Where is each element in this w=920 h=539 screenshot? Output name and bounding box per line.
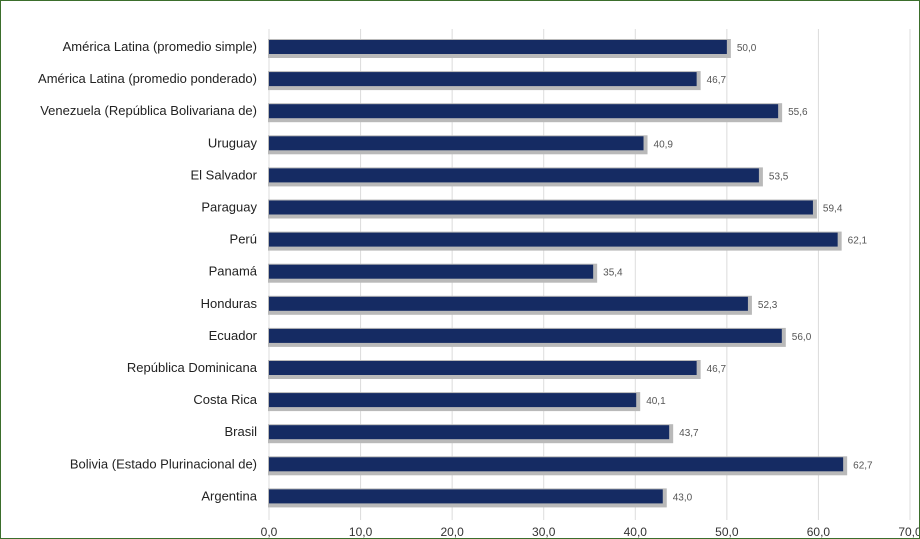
category-label: Panamá: [209, 264, 258, 279]
x-tick-label: 10,0: [349, 525, 373, 538]
category-label: Costa Rica: [193, 392, 257, 407]
bars: [268, 39, 848, 508]
x-tick-label: 20,0: [440, 525, 464, 538]
data-label: 50,0: [737, 43, 757, 54]
bar: [269, 40, 727, 54]
category-label: Uruguay: [208, 135, 258, 150]
data-label: 46,7: [707, 75, 727, 86]
data-label: 43,0: [673, 492, 693, 503]
bar: [269, 393, 637, 408]
category-label: Argentina: [201, 488, 257, 503]
bar: [269, 457, 844, 472]
data-label: 43,7: [679, 428, 699, 439]
x-tick-label: 60,0: [807, 525, 831, 538]
category-label: República Dominicana: [127, 360, 258, 375]
bar: [269, 361, 697, 375]
data-labels: 50,0 46,7 55,6 40,9 53,5 59,4 62,1 35,4 52,3 56,0…: [603, 43, 873, 503]
category-label: Paraguay: [201, 200, 257, 215]
bar: [269, 72, 697, 87]
data-label: 55,6: [788, 107, 808, 118]
category-label: Venezuela (República Bolivariana de): [40, 103, 257, 118]
data-label: 62,7: [853, 460, 873, 471]
category-label: América Latina (promedio ponderado): [38, 71, 257, 86]
x-tick-label: 50,0: [715, 525, 739, 538]
bar: [269, 264, 594, 279]
data-label: 59,4: [823, 204, 843, 215]
data-label: 53,5: [769, 171, 789, 182]
x-tick-label: 40,0: [624, 525, 648, 538]
bar: [269, 104, 779, 119]
bar: [269, 425, 670, 440]
x-axis-ticks: 0,0 10,0 20,0 30,0 40,0 50,0 60,0 70,0: [261, 525, 919, 538]
category-label: El Salvador: [191, 167, 258, 182]
data-label: 46,7: [707, 364, 727, 375]
data-label: 56,0: [792, 332, 812, 343]
bar: [269, 489, 663, 504]
category-label: Brasil: [224, 424, 257, 439]
category-label: Perú: [230, 232, 257, 247]
category-labels: América Latina (promedio simple) América …: [38, 39, 258, 503]
category-label: Honduras: [201, 296, 258, 311]
data-label: 40,9: [654, 139, 674, 150]
data-label: 35,4: [603, 268, 623, 279]
bar: [269, 200, 813, 215]
x-tick-label: 0,0: [261, 525, 278, 538]
category-label: Bolivia (Estado Plurinacional de): [70, 456, 257, 471]
category-label: América Latina (promedio simple): [63, 39, 257, 54]
data-label: 52,3: [758, 300, 778, 311]
x-tick-label: 70,0: [898, 525, 919, 538]
category-label: Ecuador: [209, 328, 258, 343]
bar: [269, 328, 782, 343]
bar: [269, 168, 759, 183]
data-label: 62,1: [848, 236, 868, 247]
data-label: 40,1: [646, 396, 666, 407]
bar: [269, 136, 644, 151]
bar: [269, 232, 838, 247]
x-tick-label: 30,0: [532, 525, 556, 538]
bar: [269, 296, 748, 311]
